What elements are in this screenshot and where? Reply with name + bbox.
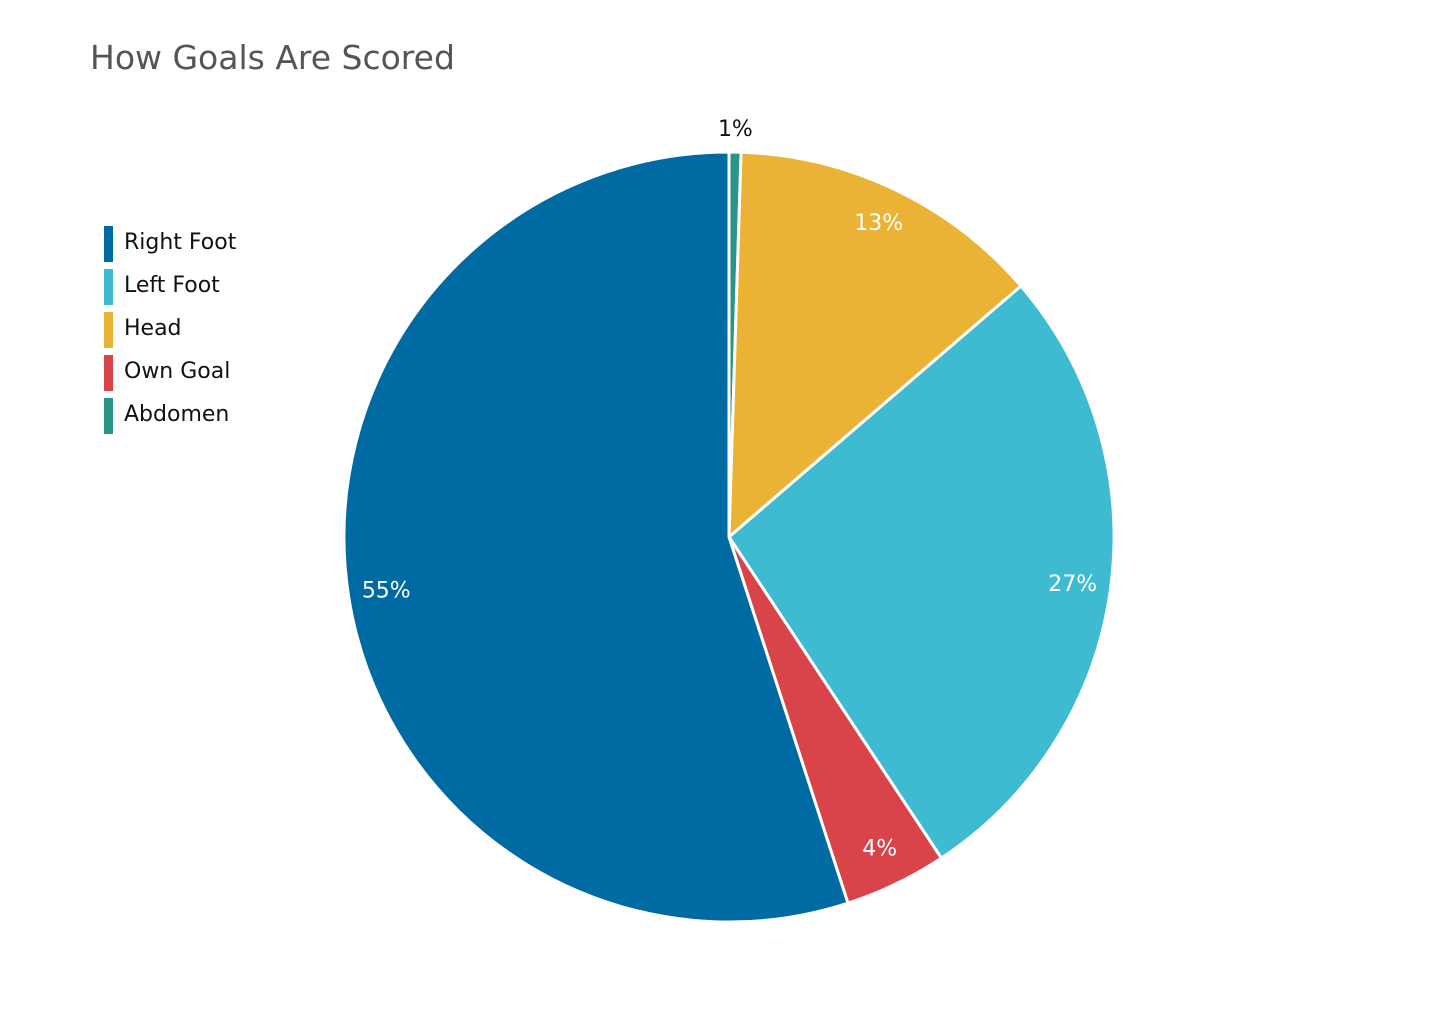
legend-item-head[interactable]: Head xyxy=(104,310,324,348)
legend-swatch xyxy=(104,226,113,262)
slice-label-right-foot: 55% xyxy=(362,578,411,603)
slice-label-head: 13% xyxy=(854,211,903,236)
legend-swatch xyxy=(104,355,113,391)
legend-label: Head xyxy=(124,316,182,341)
legend-swatch xyxy=(104,312,113,348)
pie-slice-right-foot[interactable] xyxy=(342,150,850,924)
pie-slice-left-foot[interactable] xyxy=(727,284,1116,860)
legend-label: Right Foot xyxy=(124,230,237,255)
legend-label: Left Foot xyxy=(124,273,220,298)
legend-swatch xyxy=(104,269,113,305)
legend-item-own-goal[interactable]: Own Goal xyxy=(104,353,324,391)
chart-title: How Goals Are Scored xyxy=(90,38,455,77)
legend-label: Abdomen xyxy=(124,402,230,427)
legend: Right Foot Left Foot Head Own Goal Abdom… xyxy=(104,224,324,439)
pie-slice-head[interactable] xyxy=(727,150,1023,539)
slice-label-left-foot: 27% xyxy=(1048,572,1097,597)
slice-label-own-goal: 4% xyxy=(862,837,897,862)
legend-swatch xyxy=(104,398,113,434)
legend-item-abdomen[interactable]: Abdomen xyxy=(104,396,324,434)
legend-label: Own Goal xyxy=(124,359,231,384)
legend-item-right-foot[interactable]: Right Foot xyxy=(104,224,324,262)
legend-item-left-foot[interactable]: Left Foot xyxy=(104,267,324,305)
slice-label-abdomen: 1% xyxy=(718,117,753,142)
